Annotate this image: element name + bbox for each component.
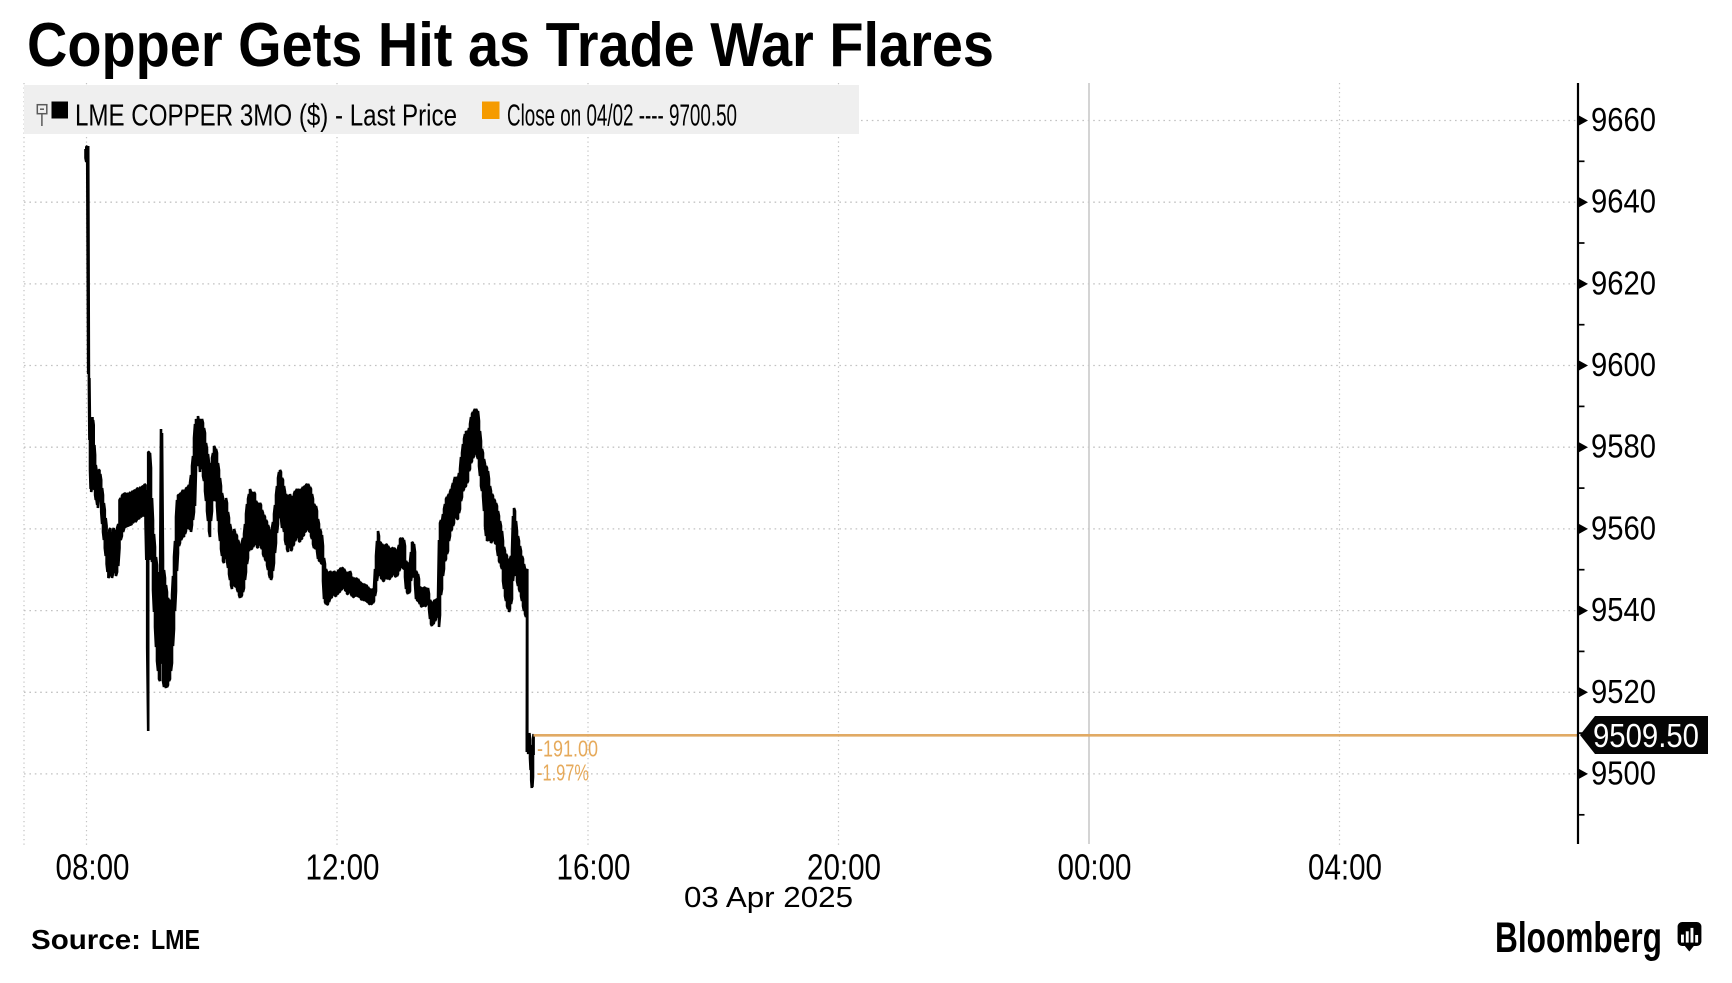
svg-text:Source:: Source: <box>31 924 141 955</box>
svg-text:20:00: 20:00 <box>807 847 881 888</box>
svg-text:Bloomberg: Bloomberg <box>1495 914 1662 962</box>
svg-text:03 Apr 2025: 03 Apr 2025 <box>684 882 853 914</box>
svg-text:9509.50: 9509.50 <box>1593 718 1699 755</box>
svg-text:9600: 9600 <box>1591 346 1656 383</box>
svg-text:9620: 9620 <box>1591 264 1656 301</box>
svg-text:00:00: 00:00 <box>1058 847 1132 888</box>
svg-text:04:00: 04:00 <box>1308 847 1382 888</box>
svg-text:12:00: 12:00 <box>306 847 380 888</box>
svg-text:Close on 04/02 ---- 9700.50: Close on 04/02 ---- 9700.50 <box>507 99 737 133</box>
svg-text:9520: 9520 <box>1591 673 1656 710</box>
svg-text:9660: 9660 <box>1591 101 1656 138</box>
svg-text:08:00: 08:00 <box>56 847 130 888</box>
svg-text:Copper Gets Hit as Trade War F: Copper Gets Hit as Trade War Flares <box>27 11 994 80</box>
svg-text:9580: 9580 <box>1591 428 1656 465</box>
svg-text:9560: 9560 <box>1591 509 1656 546</box>
svg-text:LME: LME <box>151 924 200 955</box>
svg-text:-1.97%: -1.97% <box>537 760 589 786</box>
svg-text:9640: 9640 <box>1591 183 1656 220</box>
svg-text:LME COPPER 3MO ($) - Last Pric: LME COPPER 3MO ($) - Last Price <box>75 99 457 133</box>
svg-text:9540: 9540 <box>1591 591 1656 628</box>
svg-text:9500: 9500 <box>1591 754 1656 791</box>
svg-text:16:00: 16:00 <box>557 847 631 888</box>
svg-text:-191.00: -191.00 <box>537 736 598 762</box>
